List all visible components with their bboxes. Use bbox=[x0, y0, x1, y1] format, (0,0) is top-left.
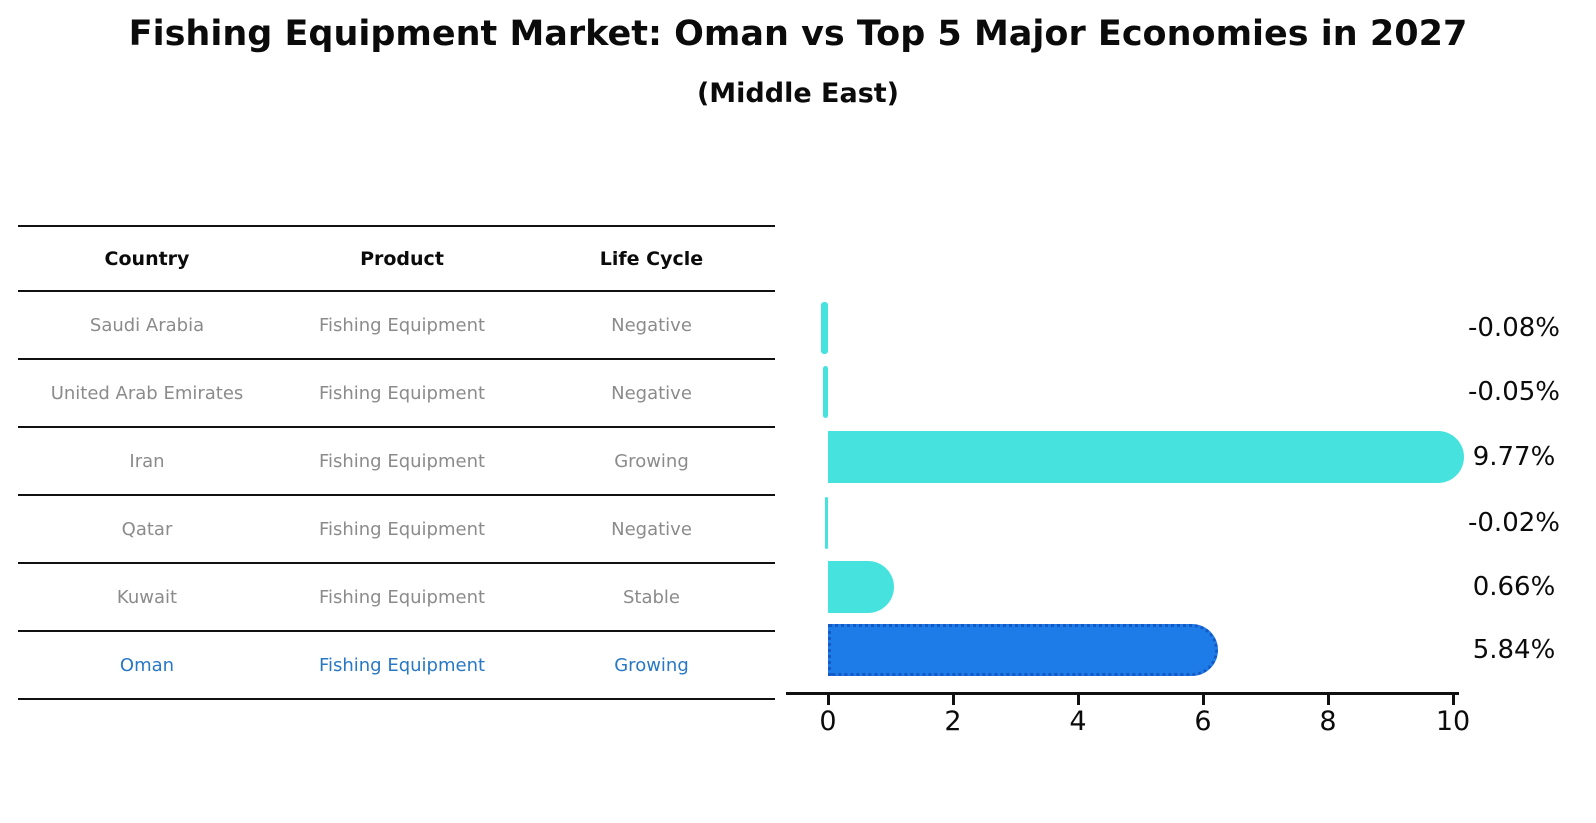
x-axis-tick-label: 2 bbox=[944, 706, 962, 737]
country-cell: Qatar bbox=[121, 518, 173, 540]
lifecycle-cell: Negative bbox=[611, 518, 692, 540]
x-axis-tick-label: 6 bbox=[1194, 706, 1212, 737]
bar-saudi-arabia bbox=[821, 302, 828, 354]
table-row: Saudi Arabia Fishing Equipment Negative bbox=[18, 292, 775, 360]
table-row: Qatar Fishing Equipment Negative bbox=[18, 496, 775, 564]
country-cell: United Arab Emirates bbox=[50, 382, 244, 404]
x-axis-line bbox=[786, 692, 1459, 695]
column-header-product: Product bbox=[360, 247, 444, 270]
lifecycle-cell: Growing bbox=[614, 654, 689, 676]
product-cell: Fishing Equipment bbox=[318, 654, 486, 676]
bar-oman-highlighted bbox=[828, 624, 1218, 676]
x-axis-tick bbox=[1452, 695, 1455, 705]
bar-united-arab-emirates bbox=[822, 366, 828, 418]
x-axis-tick bbox=[1202, 695, 1205, 705]
bar-iran bbox=[828, 431, 1464, 483]
page-title: Fishing Equipment Market: Oman vs Top 5 … bbox=[128, 14, 1468, 54]
x-axis-tick-label: 8 bbox=[1319, 706, 1337, 737]
value-label: -0.02% bbox=[1468, 508, 1560, 538]
product-cell: Fishing Equipment bbox=[318, 314, 486, 336]
column-header-lifecycle: Life Cycle bbox=[599, 247, 704, 270]
table-row: Kuwait Fishing Equipment Stable bbox=[18, 564, 775, 632]
table-row: Iran Fishing Equipment Growing bbox=[18, 428, 775, 496]
x-axis-tick-label: 0 bbox=[819, 706, 837, 737]
table-row-highlighted-oman: Oman Fishing Equipment Growing bbox=[18, 632, 775, 700]
country-cell: Saudi Arabia bbox=[89, 314, 205, 336]
country-table: Country Product Life Cycle Saudi Arabia … bbox=[18, 225, 775, 700]
bar-qatar bbox=[824, 497, 828, 549]
product-cell: Fishing Equipment bbox=[318, 518, 486, 540]
x-axis-tick-label: 10 bbox=[1435, 706, 1471, 737]
product-cell: Fishing Equipment bbox=[318, 586, 486, 608]
lifecycle-cell: Negative bbox=[611, 382, 692, 404]
lifecycle-cell: Negative bbox=[611, 314, 692, 336]
page-subtitle: (Middle East) bbox=[696, 78, 900, 109]
product-cell: Fishing Equipment bbox=[318, 450, 486, 472]
country-cell: Iran bbox=[129, 450, 165, 472]
x-axis-tick bbox=[1327, 695, 1330, 705]
country-cell: Oman bbox=[119, 654, 175, 676]
x-axis-tick bbox=[952, 695, 955, 705]
lifecycle-cell: Stable bbox=[622, 586, 680, 608]
bar-kuwait bbox=[828, 561, 895, 613]
x-axis-tick-label: 4 bbox=[1069, 706, 1087, 737]
product-cell: Fishing Equipment bbox=[318, 382, 486, 404]
country-cell: Kuwait bbox=[116, 586, 178, 608]
value-label: -0.08% bbox=[1468, 313, 1560, 343]
x-axis-tick bbox=[827, 695, 830, 705]
value-label: 9.77% bbox=[1472, 442, 1556, 472]
x-axis-tick bbox=[1077, 695, 1080, 705]
value-label: -0.05% bbox=[1468, 377, 1560, 407]
lifecycle-cell: Growing bbox=[614, 450, 689, 472]
table-row: United Arab Emirates Fishing Equipment N… bbox=[18, 360, 775, 428]
column-header-country: Country bbox=[104, 247, 190, 270]
value-label: 5.84% bbox=[1472, 635, 1556, 665]
value-label: 0.66% bbox=[1472, 572, 1556, 602]
table-header-row: Country Product Life Cycle bbox=[18, 227, 775, 292]
